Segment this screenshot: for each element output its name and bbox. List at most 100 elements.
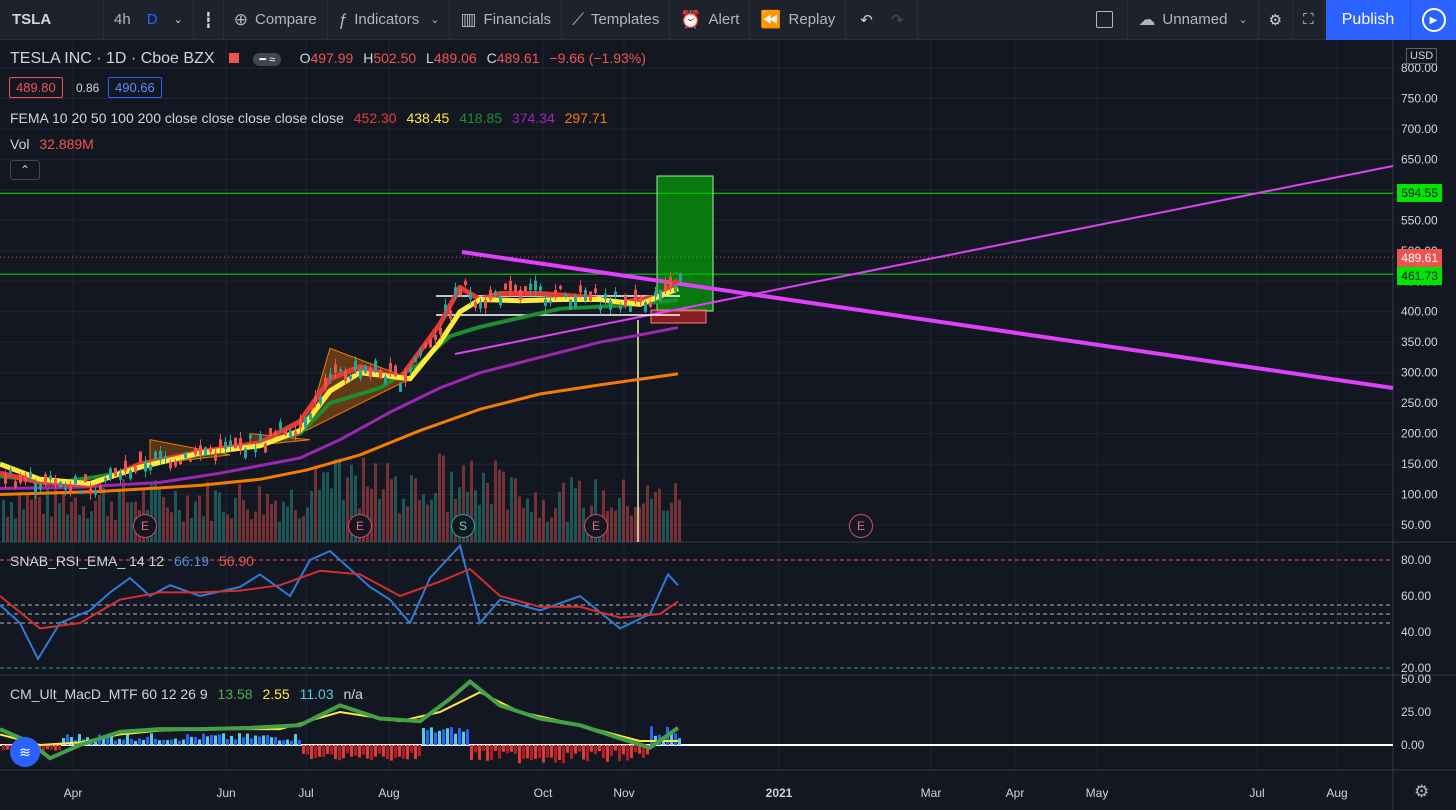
- legend-eye-pill[interactable]: ━ ≈: [253, 53, 282, 66]
- rsi-legend[interactable]: SNAB_RSI_EMA_ 14 12 66.19 56.90: [10, 553, 260, 569]
- macd-hist-bar: [70, 737, 73, 745]
- alert-button[interactable]: ⏰ Alert: [670, 0, 751, 40]
- fema-value-100: 374.34: [511, 110, 555, 126]
- split-marker[interactable]: S: [451, 514, 475, 538]
- earnings-marker[interactable]: E: [133, 514, 157, 538]
- currency-label[interactable]: USD: [1406, 48, 1438, 64]
- financials-button[interactable]: ▥ Financials: [450, 0, 563, 40]
- candle-body: [669, 276, 672, 287]
- macd-hist-bar: [254, 735, 257, 745]
- macd-label: CM_Ult_MacD_MTF 60 12 26 9: [10, 686, 208, 702]
- interval-selector[interactable]: 4h D ⌄: [104, 0, 194, 40]
- volume-bar: [614, 510, 617, 542]
- redo-icon[interactable]: ↷: [890, 11, 904, 29]
- macd-hist-bar: [358, 745, 361, 758]
- chart-type-button[interactable]: ┇: [194, 0, 224, 40]
- chevron-up-icon: ⌃: [19, 163, 31, 177]
- macd-hist-bar: [166, 740, 169, 745]
- alarm-clock-icon: ⏰: [680, 9, 702, 29]
- volume-bar: [322, 472, 325, 542]
- triangle-pattern: [305, 347, 412, 432]
- indicators-button[interactable]: ƒ Indicators ⌄: [328, 0, 451, 40]
- volume-bar: [174, 491, 177, 542]
- volume-bar: [382, 489, 385, 542]
- earnings-marker[interactable]: E: [584, 514, 608, 538]
- publish-menu-button[interactable]: ▶: [1410, 0, 1456, 40]
- candle-body: [529, 283, 532, 291]
- macd-hist-bar: [634, 745, 637, 753]
- collapse-legend-button[interactable]: ⌃: [10, 160, 40, 180]
- candle-body: [189, 458, 192, 462]
- macd-hist-bar: [330, 745, 333, 755]
- volume-bar: [126, 502, 129, 542]
- earnings-marker[interactable]: E: [348, 514, 372, 538]
- rsi-ema-value: 56.90: [218, 553, 254, 569]
- candle-body: [39, 484, 42, 490]
- templates-button[interactable]: ⟋ Templates: [562, 0, 671, 40]
- candle-body: [569, 299, 572, 310]
- candle-body: [59, 481, 62, 488]
- macd-hist-bar: [610, 745, 613, 756]
- ask-price[interactable]: 490.66: [108, 77, 162, 98]
- interval-label[interactable]: 4h: [114, 11, 131, 28]
- macd-hist-bar: [550, 745, 553, 758]
- volume-bar: [422, 494, 425, 542]
- volume-bar: [450, 471, 453, 542]
- volume-bar: [318, 489, 321, 542]
- candle-body: [544, 299, 547, 306]
- macd-hist-bar: [638, 745, 641, 754]
- macd-hist-bar: [46, 745, 49, 750]
- macd-hist-bar: [110, 736, 113, 745]
- volume-bar: [262, 514, 265, 542]
- bid-price[interactable]: 489.80: [9, 77, 63, 98]
- volume-legend[interactable]: Vol 32.889M: [10, 136, 100, 152]
- volume-bar: [46, 479, 49, 542]
- logo-icon[interactable]: ≋: [10, 737, 40, 767]
- templates-label: Templates: [590, 11, 660, 28]
- compare-button[interactable]: ⊕ Compare: [224, 0, 328, 40]
- volume-bar: [462, 465, 465, 542]
- fema-legend[interactable]: FEMA 10 20 50 100 200 close close close …: [10, 110, 613, 126]
- fullscreen-toggle[interactable]: [1082, 0, 1129, 40]
- candle-body: [534, 280, 537, 291]
- volume-bar: [622, 479, 625, 542]
- volume-bar: [26, 492, 29, 542]
- candle-body: [194, 448, 197, 455]
- macd-hist-bar: [218, 734, 221, 745]
- settings-button[interactable]: ⚙: [1259, 0, 1294, 40]
- volume-bar: [626, 506, 629, 542]
- publish-button[interactable]: Publish: [1326, 0, 1410, 40]
- volume-bar: [346, 477, 349, 542]
- replay-button[interactable]: ⏪ Replay: [750, 0, 847, 40]
- rewind-icon: ⏪: [760, 9, 782, 29]
- interval-d-label[interactable]: D: [146, 11, 158, 28]
- macd-legend[interactable]: CM_Ult_MacD_MTF 60 12 26 9 13.58 2.55 11…: [10, 686, 369, 702]
- macd-hist-bar: [282, 740, 285, 745]
- volume-bar: [566, 521, 569, 542]
- expand-button[interactable]: ⛶: [1293, 0, 1325, 40]
- candle-body: [519, 289, 522, 300]
- volume-bar: [434, 492, 437, 542]
- macd-hist-bar: [150, 733, 153, 745]
- layout-selector[interactable]: ☁ Unnamed ⌄: [1128, 0, 1259, 40]
- undo-icon[interactable]: ↶: [860, 11, 873, 29]
- macd-hist-bar: [422, 728, 425, 745]
- indicators-label: Indicators: [354, 11, 420, 28]
- chevron-down-icon[interactable]: ⌄: [173, 14, 183, 26]
- candle-body: [294, 431, 297, 436]
- volume-bar: [558, 491, 561, 542]
- macd-hist-bar: [478, 745, 481, 760]
- symbol-search[interactable]: TSLA: [0, 0, 104, 40]
- candle-body: [419, 350, 422, 356]
- earnings-marker[interactable]: E: [849, 514, 873, 538]
- volume-bar: [278, 521, 281, 542]
- macd-hist-bar: [486, 745, 489, 761]
- price-tick-label: 650.00: [1401, 152, 1438, 166]
- price-tick-label: 550.00: [1401, 213, 1438, 227]
- volume-bar: [198, 495, 201, 542]
- gear-icon[interactable]: ⚙: [1414, 782, 1430, 801]
- compare-label: Compare: [255, 11, 317, 28]
- candle-body: [179, 460, 182, 465]
- rsi-tick-label: 60.00: [1401, 589, 1431, 603]
- chart-canvas[interactable]: 800.00750.00700.00650.00600.00550.00500.…: [0, 40, 1456, 810]
